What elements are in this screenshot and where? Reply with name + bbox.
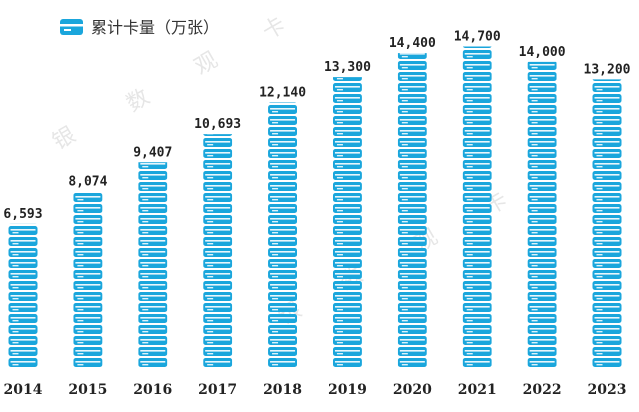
value-label-2016: 9,407 — [133, 145, 172, 160]
x-tick-2021: 2021 — [458, 382, 497, 398]
value-label-2014: 6,593 — [3, 207, 42, 222]
x-tick-2016: 2016 — [133, 382, 172, 398]
x-tick-2022: 2022 — [523, 382, 562, 398]
value-label-2018: 12,140 — [259, 86, 306, 101]
legend: 累计卡量（万张） — [60, 18, 219, 37]
bars — [8, 46, 622, 367]
bar-2014 — [8, 223, 38, 367]
value-label-2015: 8,074 — [68, 174, 107, 189]
value-labels: 6,593 8,074 9,407 10,693 12,140 13,300 14,400 1… — [3, 30, 630, 222]
x-tick-2023: 2023 — [588, 382, 627, 398]
value-label-2019: 13,300 — [324, 60, 371, 75]
value-label-2022: 14,000 — [519, 45, 566, 60]
x-axis-tick-labels: 2014 2015 2016 2017 2018 2019 2020 2021 2022 2023 — [4, 382, 627, 398]
x-tick-2018: 2018 — [263, 382, 302, 398]
bar-2018 — [268, 102, 298, 367]
bar-2016 — [138, 162, 168, 367]
bar-2015 — [73, 193, 103, 367]
watermark-char-3: 观 — [191, 48, 223, 81]
legend-label: 累计卡量（万张） — [91, 18, 219, 37]
bar-2022 — [527, 61, 557, 367]
x-tick-2020: 2020 — [393, 382, 432, 398]
x-tick-2014: 2014 — [4, 382, 43, 398]
bar-2019 — [332, 77, 362, 367]
watermark-char-2: 数 — [123, 85, 155, 118]
value-label-2023: 13,200 — [584, 62, 631, 77]
bar-2020 — [397, 53, 427, 367]
x-tick-2017: 2017 — [198, 382, 237, 398]
x-tick-2019: 2019 — [328, 382, 367, 398]
bar-2017 — [203, 134, 233, 367]
value-label-2020: 14,400 — [389, 36, 436, 51]
value-label-2021: 14,700 — [454, 30, 501, 45]
bar-2023 — [592, 79, 622, 367]
watermark-char-1: 银 — [49, 123, 81, 156]
value-label-2017: 10,693 — [194, 117, 241, 132]
x-tick-2015: 2015 — [68, 382, 107, 398]
watermark-char-4: 卡 — [259, 13, 291, 46]
bar-2021 — [462, 46, 492, 367]
card-icon — [60, 19, 83, 35]
